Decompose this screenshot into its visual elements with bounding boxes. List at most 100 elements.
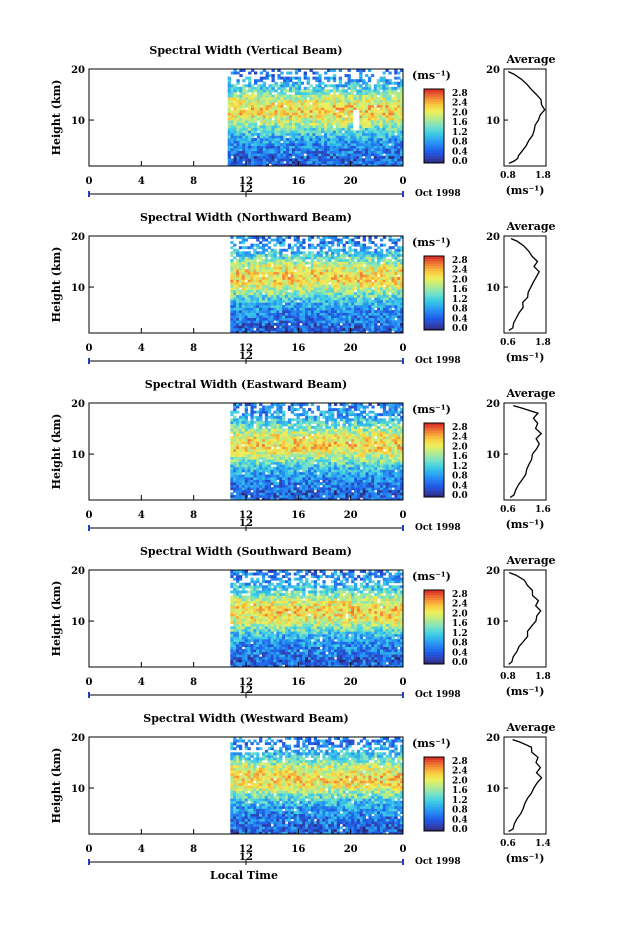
heatmap-cell xyxy=(394,71,398,75)
heatmap-cell xyxy=(251,125,255,129)
heatmap-cell xyxy=(233,428,237,432)
heatmap-cell xyxy=(287,487,292,491)
heatmap-cell xyxy=(230,274,234,278)
heatmap-cell xyxy=(297,122,302,126)
heatmap-cell xyxy=(274,160,278,164)
heatmap-cell xyxy=(251,104,255,108)
heatmap-cell xyxy=(256,236,260,239)
heatmap-cell xyxy=(270,418,274,422)
heatmap-cell xyxy=(305,289,309,293)
heatmap-cell xyxy=(238,256,243,260)
heatmap-cell xyxy=(236,307,240,311)
heatmap-cell xyxy=(400,81,404,85)
heatmap-cell xyxy=(348,258,352,262)
heatmap-cell xyxy=(236,292,240,296)
heatmap-cell xyxy=(270,474,274,478)
heatmap-cell xyxy=(280,99,284,103)
heatmap-cell xyxy=(244,261,248,265)
heatmap-cell xyxy=(400,135,404,139)
heatmap-cell xyxy=(259,236,263,239)
heatmap-cell xyxy=(276,310,280,313)
heatmap-cell xyxy=(336,302,341,306)
heatmap-cell xyxy=(400,327,404,331)
heatmap-cell xyxy=(382,264,387,268)
heatmap-cell xyxy=(348,289,352,293)
heatmap-cell xyxy=(270,469,274,473)
heatmap-cell xyxy=(277,102,281,106)
heatmap-cell xyxy=(251,135,255,139)
heatmap-cell xyxy=(287,264,292,268)
heatmap-cell xyxy=(233,271,237,275)
heatmap-cell xyxy=(279,248,283,252)
heatmap-cell xyxy=(282,238,286,242)
heatmap-cell xyxy=(382,287,387,290)
heatmap-cell xyxy=(256,489,260,493)
heatmap-cell xyxy=(327,132,331,136)
heatmap-cell xyxy=(336,269,341,273)
heatmap-cell xyxy=(230,135,234,139)
heatmap-cell xyxy=(391,317,395,321)
heatmap-cell xyxy=(356,69,360,72)
heatmap-cell xyxy=(321,158,325,162)
heatmap-cell xyxy=(265,153,269,157)
heatmap-cell xyxy=(251,114,255,118)
heatmap-cell xyxy=(294,153,299,157)
heatmap-cell xyxy=(251,143,255,146)
heatmap-cell xyxy=(400,312,404,316)
heatmap-cell xyxy=(353,130,357,134)
heatmap-cell xyxy=(306,109,310,113)
heatmap-cell xyxy=(354,279,358,283)
heatmap-cell xyxy=(351,322,355,326)
heatmap-cell xyxy=(367,97,372,101)
heatmap-cell xyxy=(268,130,272,134)
heatmap-cell xyxy=(318,150,322,154)
heatmap-cell xyxy=(342,292,346,296)
colorbar-band xyxy=(424,280,444,284)
heatmap-cell xyxy=(270,281,274,285)
heatmap-cell xyxy=(250,479,254,483)
heatmap-cell xyxy=(394,76,398,80)
heatmap-cell xyxy=(324,107,328,111)
heatmap-cell xyxy=(247,484,251,488)
heatmap-cell xyxy=(368,236,372,239)
heatmap-cell xyxy=(318,122,322,126)
heatmap-cell xyxy=(345,320,349,324)
heatmap-cell xyxy=(276,487,280,491)
heatmap-cell xyxy=(239,137,243,141)
heatmap-cell xyxy=(259,158,264,162)
panel-title: Spectral Width (Eastward Beam) xyxy=(145,378,347,391)
heatmap-cell xyxy=(356,104,360,108)
heatmap-cell xyxy=(273,492,277,496)
heatmap-cell xyxy=(347,155,351,159)
heatmap-cell xyxy=(267,281,271,285)
heatmap-cell xyxy=(290,266,295,270)
heatmap-cell xyxy=(253,484,257,488)
heatmap-cell xyxy=(236,418,240,422)
heatmap-cell xyxy=(230,451,234,455)
heatmap-cell xyxy=(276,307,280,311)
heatmap-cell xyxy=(293,403,297,406)
heatmap-cell xyxy=(379,107,383,111)
heatmap-cell xyxy=(238,292,243,296)
heatmap-cell xyxy=(362,304,366,308)
heatmap-cell xyxy=(247,459,251,463)
heatmap-cell xyxy=(344,145,348,149)
heatmap-cell xyxy=(388,91,392,95)
heatmap-cell xyxy=(353,107,357,111)
heatmap-cell xyxy=(306,163,310,167)
x-tick-label: 0 xyxy=(86,176,93,187)
heatmap-cell xyxy=(290,443,295,447)
heatmap-cell xyxy=(400,79,404,83)
heatmap-cell xyxy=(274,155,278,159)
heatmap-cell xyxy=(385,114,389,118)
heatmap-cell xyxy=(374,289,378,293)
heatmap-cell xyxy=(344,153,348,157)
heatmap-cell xyxy=(274,94,278,98)
heatmap-cell xyxy=(267,327,271,331)
heatmap-cell xyxy=(238,236,243,239)
heatmap-cell xyxy=(347,150,351,154)
heatmap-cell xyxy=(259,436,263,440)
heatmap-cell xyxy=(259,302,263,306)
heatmap-cell xyxy=(262,84,267,88)
heatmap-cell xyxy=(328,312,332,316)
